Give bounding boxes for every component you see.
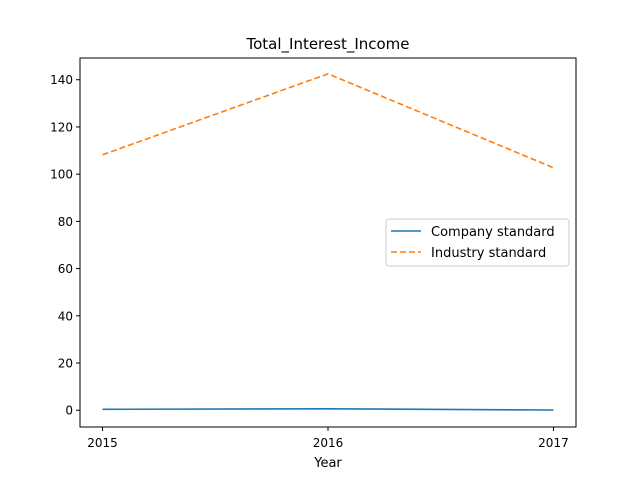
legend-label: Company standard — [431, 225, 555, 240]
y-tick-label: 40 — [58, 309, 73, 323]
y-tick-label: 80 — [58, 215, 73, 229]
legend-box — [385, 218, 570, 267]
chart-title: Total_Interest_Income — [245, 35, 409, 54]
y-tick-label: 60 — [58, 262, 73, 276]
x-axis-label: Year — [313, 456, 342, 471]
y-tick-label: 120 — [50, 120, 73, 134]
x-tick-label: 2016 — [313, 436, 344, 450]
plot-area — [102, 73, 554, 411]
y-tick-label: 100 — [50, 168, 73, 182]
legend-label: Industry standard — [431, 246, 546, 261]
y-tick-label: 20 — [58, 357, 73, 371]
y-tick-label: 0 — [65, 404, 73, 418]
legend: Company standard Industry standard — [385, 218, 570, 267]
x-tick-label: 2015 — [87, 436, 118, 450]
axis-ticks: 0 20 40 60 80 100 120 140 2015 2016 2017 — [50, 73, 569, 450]
y-tick-label: 140 — [50, 73, 73, 87]
x-tick-label: 2017 — [538, 436, 569, 450]
